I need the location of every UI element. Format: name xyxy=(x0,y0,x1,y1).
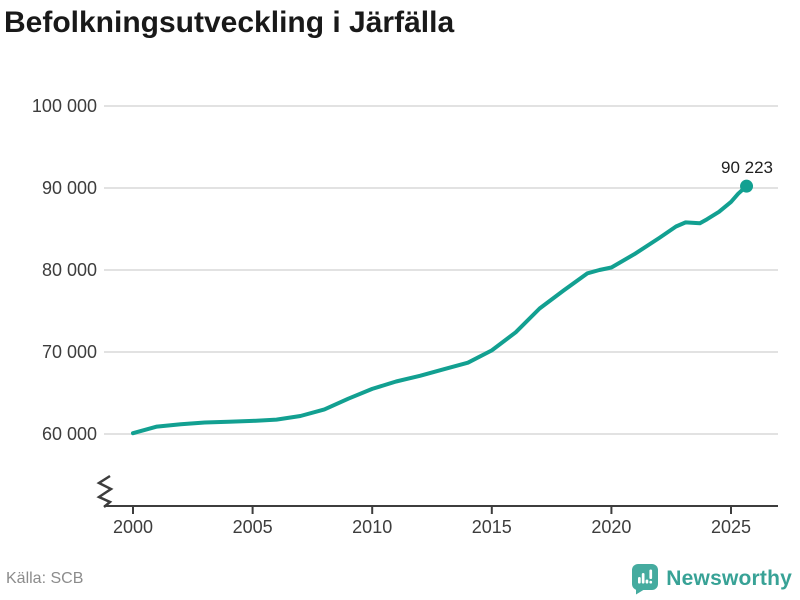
y-axis-tick-label: 100 000 xyxy=(32,96,97,116)
y-axis-tick-label: 70 000 xyxy=(42,342,97,362)
series-end-dot xyxy=(740,179,754,193)
population-line-chart: 60 000 70 000 80 000 90 000 100 000 90 223 200… xyxy=(32,96,778,537)
newsworthy-logo[interactable]: Newsworthy xyxy=(631,563,792,595)
y-axis-tick-label: 80 000 xyxy=(42,260,97,280)
y-axis-tick-label: 90 000 xyxy=(42,178,97,198)
x-axis-tick-label: 2025 xyxy=(711,517,751,537)
x-axis-tick-label: 2000 xyxy=(113,517,153,537)
x-axis-tick-label: 2005 xyxy=(233,517,273,537)
chart-title: Befolkningsutveckling i Järfälla xyxy=(4,6,455,39)
x-axis-tick-label: 2010 xyxy=(352,517,392,537)
y-axis-tick-label: 60 000 xyxy=(42,424,97,444)
population-series-line xyxy=(131,184,749,436)
newsworthy-speech-bubble-icon xyxy=(632,564,659,595)
x-axis-tick-label: 2015 xyxy=(472,517,512,537)
source-note: Källa: SCB xyxy=(6,570,84,587)
x-axis-tick-label: 2020 xyxy=(591,517,631,537)
series-end-value-label: 90 223 xyxy=(721,158,773,177)
chart-footer: Källa: SCB Newsworthy xyxy=(6,560,792,598)
y-axis-break-icon xyxy=(96,474,114,508)
newsworthy-wordmark: Newsworthy xyxy=(666,567,792,590)
